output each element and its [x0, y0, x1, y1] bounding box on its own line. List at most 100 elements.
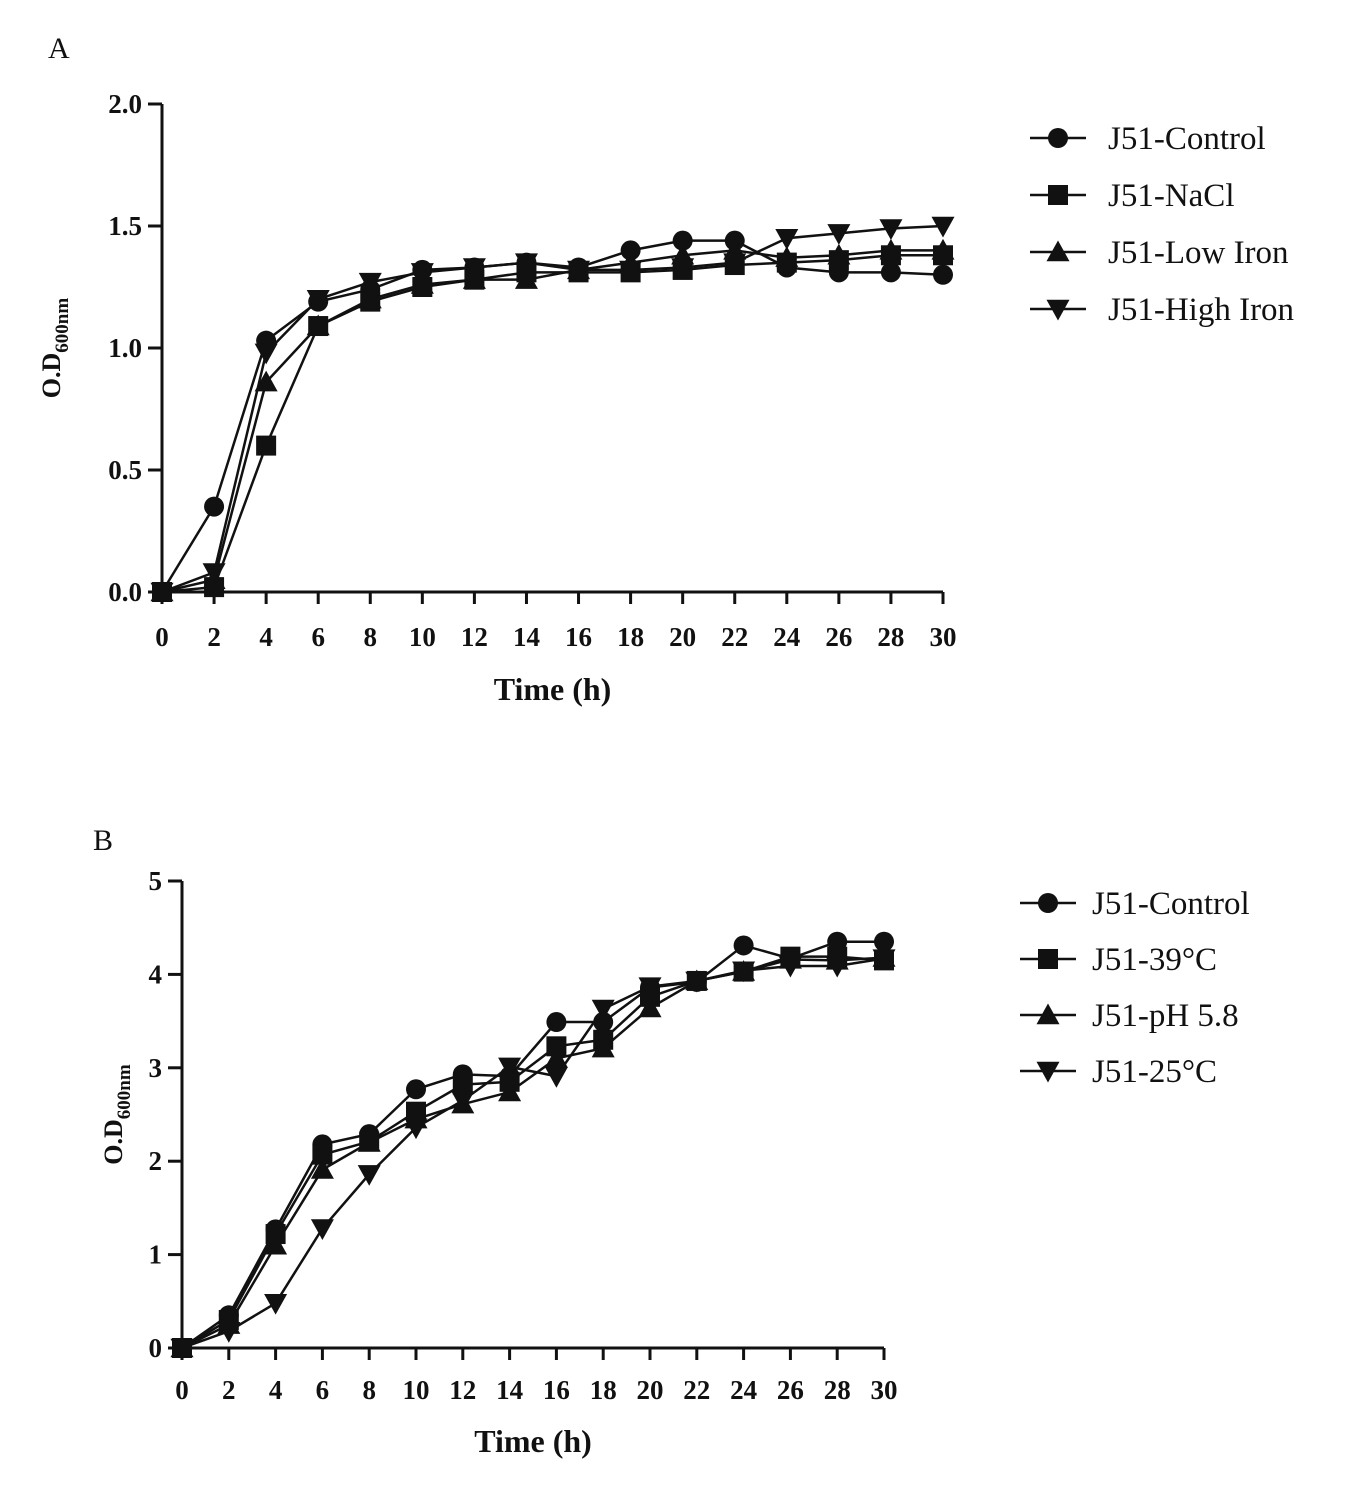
- panel-b-x-tick-label: 16: [543, 1375, 570, 1405]
- panel-a-series-4-point: [671, 258, 695, 279]
- panel-b-series-4-point: [685, 971, 709, 993]
- panel-b-x-tick-label: 4: [269, 1375, 283, 1405]
- panel-a-series-4-point: [254, 343, 278, 365]
- panel-b-series-1-point: [733, 935, 754, 956]
- panel-a-x-tick-label: 22: [721, 622, 748, 652]
- panel-b-series-3-point: [591, 1036, 615, 1058]
- panel-b-series-3-point: [498, 1080, 522, 1102]
- panel-b-legend-4-label: J51-25°C: [1092, 1054, 1217, 1090]
- panel-b-series-4-point: [357, 1165, 381, 1186]
- panel-a-y-tick-label: 2.0: [108, 89, 142, 119]
- panel-a-series-1-point: [880, 262, 901, 283]
- panel-b-x-tick-label: 2: [222, 1375, 236, 1405]
- panel-b-series-2-point: [312, 1144, 333, 1165]
- panel-b-legend-2-label: J51-39°C: [1092, 942, 1217, 978]
- panel-a-x-tick-label: 30: [930, 622, 957, 652]
- panel-a-legend-3-label: J51-Low Iron: [1108, 235, 1289, 271]
- panel-a-series-4-point: [827, 224, 851, 245]
- panel-b-x-tick-label: 10: [403, 1375, 430, 1405]
- panel-b-legend-1-label: J51-Control: [1092, 886, 1250, 922]
- panel-a-letter: A: [48, 32, 70, 65]
- panel-a-series-4-point: [879, 219, 903, 240]
- panel-b-series-3-point: [357, 1131, 381, 1152]
- panel-b-series-4-point: [732, 961, 756, 983]
- panel-b-series-3-point: [310, 1158, 334, 1179]
- panel-a-x-tick-label: 2: [207, 622, 221, 652]
- panel-a-series-4-point: [514, 253, 538, 275]
- panel-b-y-tick-label: 3: [149, 1053, 163, 1083]
- panel-b-y-tick-label: 4: [149, 959, 163, 989]
- panel-b-y-tick-label: 5: [149, 866, 163, 896]
- panel-b-legend-3-marker: [1036, 1003, 1060, 1025]
- panel-b-y-tick-label: 0: [149, 1333, 163, 1363]
- panel-b-series-3-point: [544, 1046, 568, 1068]
- panel-a-series-1-point: [933, 264, 953, 285]
- panel-a-x-tick-label: 18: [617, 622, 644, 652]
- panel-b-series-1-line: [181, 940, 884, 1350]
- panel-b-series-1-point: [406, 1079, 426, 1100]
- panel-b-x-tick-label: 8: [362, 1375, 376, 1405]
- panel-b-series-4-point: [591, 999, 615, 1021]
- panel-a-legend-2-marker: [1048, 185, 1068, 205]
- panel-a-series-3-point: [514, 268, 538, 289]
- panel-b-series-3-point: [264, 1233, 288, 1255]
- panel-a-series-4-point: [775, 229, 799, 250]
- panel-a-series-1-point: [672, 230, 693, 251]
- panel-b-x-tick-label: 20: [637, 1375, 664, 1405]
- panel-a-legend-1-label: J51-Control: [1108, 121, 1266, 157]
- panel-a-series-3-point: [358, 287, 382, 309]
- panel-a-series-4-point: [567, 260, 591, 282]
- panel-b-series-4-point: [498, 1057, 522, 1079]
- panel-b-series-3-point: [638, 996, 662, 1018]
- panel-b-series-4-point: [451, 1091, 475, 1112]
- panel-a: A0 2 4 6 8 10 12 14 16 18 20 22 24 26 28 300.00.51.01.5…: [37, 32, 1294, 707]
- panel-a-series-4-point: [462, 258, 486, 279]
- panel-a-y-axis-title-sub: 600nm: [52, 298, 73, 353]
- panel-b-series-2-line: [181, 955, 885, 1350]
- panel-a-series-4-point: [202, 563, 226, 584]
- panel-b-series-2-point: [452, 1074, 473, 1095]
- panel-a-series-3-line: [161, 249, 943, 594]
- panel-a-series-4-point: [931, 216, 955, 238]
- panel-b-series-4-point: [310, 1219, 334, 1240]
- panel-b-series-4-point: [638, 977, 662, 999]
- panel-a-series-3-point: [306, 314, 330, 336]
- panel-a-series-3-point: [827, 243, 851, 265]
- panel-a-series-4-point: [306, 290, 330, 311]
- panel-b-series-4-point: [217, 1321, 241, 1343]
- panel-b-legend-2-marker: [1038, 949, 1058, 969]
- panel-a-x-tick-label: 16: [565, 622, 592, 652]
- panel-b-legend-4-marker: [1036, 1061, 1060, 1083]
- panel-a-legend-4-label: J51-High Iron: [1108, 292, 1294, 328]
- panel-a-legend-4-marker: [1046, 299, 1070, 321]
- panel-b-y-axis-title-sub: 600nm: [114, 1064, 135, 1119]
- panel-a-x-tick-label: 12: [461, 622, 488, 652]
- panel-b-x-tick-label: 18: [590, 1375, 617, 1405]
- panel-b-series-1-point: [874, 931, 894, 952]
- panel-b-series-1-point: [546, 1012, 567, 1033]
- panel-b-letter: B: [93, 824, 113, 857]
- panel-a-series-1-point: [620, 240, 641, 261]
- panel-a-series-4-point: [619, 260, 643, 282]
- panel-b-series-2-point: [546, 1036, 567, 1057]
- panel-a-x-tick-label: 26: [825, 622, 852, 652]
- panel-a-legend-2-label: J51-NaCl: [1108, 178, 1235, 214]
- panel-b-x-tick-label: 0: [175, 1375, 189, 1405]
- panel-a-x-axis-title: Time (h): [494, 671, 612, 707]
- panel-a-x-tick-label: 28: [877, 622, 904, 652]
- panel-a-x-tick-label: 0: [155, 622, 169, 652]
- panel-b-x-tick-label: 26: [777, 1375, 804, 1405]
- panel-b-series-4-line: [181, 957, 885, 1350]
- panel-b-x-tick-label: 28: [824, 1375, 851, 1405]
- panel-a-y-axis-title-main: O.D: [37, 353, 66, 399]
- panel-a-y-tick-label: 0.5: [108, 455, 142, 485]
- panel-a-legend-3-marker: [1046, 240, 1070, 262]
- panel-a-x-tick-label: 20: [669, 622, 696, 652]
- panel-a-x-tick-label: 10: [409, 622, 436, 652]
- panel-b-series-4-point: [404, 1118, 428, 1140]
- panel-a-y-tick-label: 1.5: [108, 211, 142, 241]
- panel-a-x-tick-label: 24: [773, 622, 800, 652]
- panel-b-y-tick-label: 1: [149, 1240, 163, 1270]
- panel-a-series-3-point: [879, 238, 903, 260]
